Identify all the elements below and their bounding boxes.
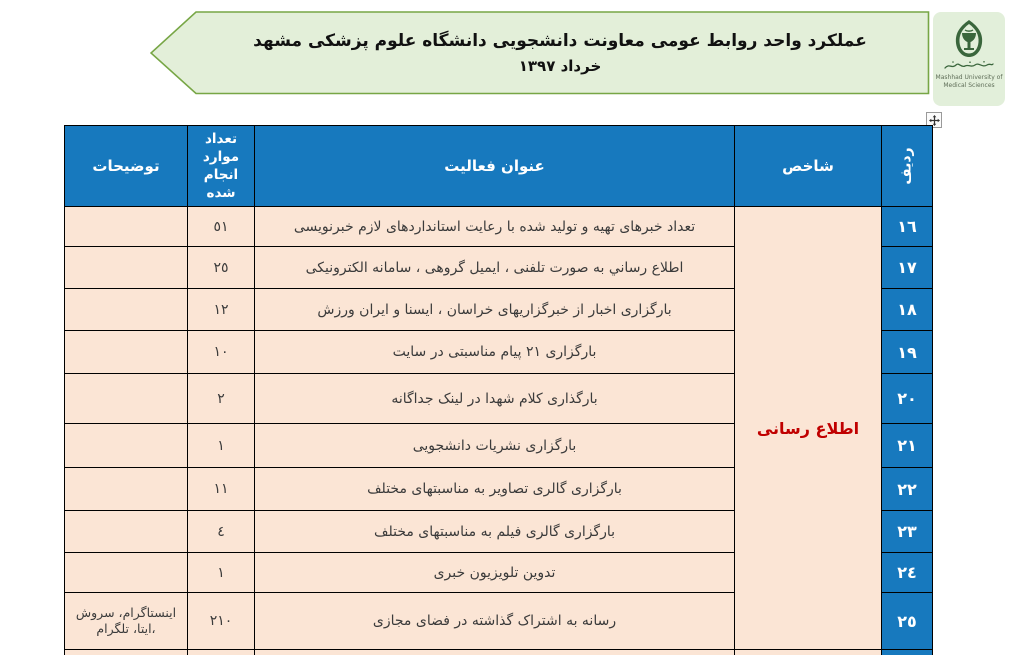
count-cell[interactable]: ٥١ <box>187 206 255 247</box>
title-banner-shape <box>150 11 930 95</box>
table-row-partial <box>64 649 933 655</box>
table-row: ١٨ بارگزاری اخبار از خبرگزاریهای خراسان … <box>64 288 933 331</box>
row-number-cell[interactable]: ٢٥ <box>881 592 933 650</box>
partial-row-cell[interactable] <box>64 649 188 655</box>
activity-cell[interactable]: رسانه به اشتراک گذاشته در فضای مجازی <box>254 592 735 650</box>
header-row: ردیف شاخص عنوان فعالیت تعداد موارد انجام… <box>64 125 933 207</box>
row-number-cell[interactable]: ١٨ <box>881 288 933 331</box>
row-number-cell[interactable]: ١٦ <box>881 206 933 247</box>
activity-cell[interactable]: اطلاع رساني به صورت تلفنی ، ایمیل گروهی … <box>254 246 735 289</box>
count-cell[interactable]: ١١ <box>187 467 255 511</box>
performance-table: ردیف شاخص عنوان فعالیت تعداد موارد انجام… <box>64 125 933 655</box>
activity-cell[interactable]: بارگذاری کلام شهدا در لینک جداگانه <box>254 373 735 424</box>
notes-cell[interactable] <box>64 330 188 374</box>
banner-subtitle: خرداد ١٣٩٧ <box>518 57 602 75</box>
row-number-cell[interactable]: ٢١ <box>881 423 933 468</box>
activity-cell[interactable]: بارگزاری نشریات دانشجویی <box>254 423 735 468</box>
table-row: ٢٥ رسانه به اشتراک گذاشته در فضای مجازی … <box>64 592 933 650</box>
row-number-cell[interactable]: ٢٢ <box>881 467 933 511</box>
activity-cell[interactable]: بارگزاری ٢١ پیام مناسبتی در سایت <box>254 330 735 374</box>
notes-cell[interactable] <box>64 510 188 553</box>
row-number-cell[interactable]: ٢٠ <box>881 373 933 424</box>
table-row: ١٧ اطلاع رساني به صورت تلفنی ، ایمیل گرو… <box>64 246 933 289</box>
table-row: ١٩ بارگزاری ٢١ پیام مناسبتی در سایت ١٠ <box>64 330 933 374</box>
logo-english-text: Mashhad University of Medical Sciences <box>935 74 1003 89</box>
row-number-cell[interactable]: ٢٣ <box>881 510 933 553</box>
banner-title: عملکرد واحد روابط عومی معاونت دانشجویی د… <box>253 31 867 51</box>
count-cell[interactable]: ١٢ <box>187 288 255 331</box>
count-cell[interactable]: ٢٥ <box>187 246 255 289</box>
table-row: ٢٠ بارگذاری کلام شهدا در لینک جداگانه ٢ <box>64 373 933 424</box>
notes-cell[interactable] <box>64 552 188 593</box>
column-header-notes[interactable]: توضیحات <box>64 125 188 207</box>
table-move-handle[interactable] <box>926 112 942 128</box>
notes-cell[interactable] <box>64 467 188 511</box>
persian-calligraphy-icon <box>944 61 994 69</box>
row-number-cell[interactable]: ١٧ <box>881 246 933 289</box>
indicator-cell[interactable]: اطلاع رسانی <box>734 206 882 650</box>
table-row: ٢٢ بارگزاری گالری تصاویر به مناسبتهای مخ… <box>64 467 933 511</box>
column-header-count[interactable]: تعداد موارد انجام شده <box>187 125 255 207</box>
notes-cell[interactable] <box>64 246 188 289</box>
table-move-handle-icon <box>928 114 940 126</box>
activity-cell[interactable]: بارگزاری گالری فیلم به مناسبتهای مختلف <box>254 510 735 553</box>
table-row: ٢١ بارگزاری نشریات دانشجویی ١ <box>64 423 933 468</box>
partial-row-cell[interactable] <box>734 649 882 655</box>
count-cell[interactable]: ٤ <box>187 510 255 553</box>
partial-row-cell[interactable] <box>254 649 735 655</box>
title-banner: عملکرد واحد روابط عومی معاونت دانشجویی د… <box>150 11 930 95</box>
count-cell[interactable]: ١ <box>187 552 255 593</box>
count-cell[interactable]: ١٠ <box>187 330 255 374</box>
row-number-cell[interactable]: ١٩ <box>881 330 933 374</box>
notes-cell[interactable] <box>64 206 188 247</box>
activity-cell[interactable]: تعداد خبرهای تهیه و تولید شده با رعایت ا… <box>254 206 735 247</box>
count-cell[interactable]: ١ <box>187 423 255 468</box>
university-logo: Mashhad University of Medical Sciences <box>933 12 1005 106</box>
column-header-radif[interactable]: ردیف <box>881 125 933 207</box>
activity-cell[interactable]: بارگزاری گالری تصاویر به مناسبتهای مختلف <box>254 467 735 511</box>
column-header-shakhes[interactable]: شاخص <box>734 125 882 207</box>
notes-cell[interactable] <box>64 373 188 424</box>
column-header-activity[interactable]: عنوان فعالیت <box>254 125 735 207</box>
notes-cell[interactable] <box>64 423 188 468</box>
partial-row-cell[interactable] <box>881 649 933 655</box>
notes-cell[interactable] <box>64 288 188 331</box>
partial-row-cell[interactable] <box>187 649 255 655</box>
table-row: ١٦ اطلاع رسانی تعداد خبرهای تهیه و تولید … <box>64 206 933 650</box>
university-emblem-icon <box>955 20 983 57</box>
row-number-cell[interactable]: ٢٤ <box>881 552 933 593</box>
table-row: ٢٤ تدوین تلویزیون خبری ١ <box>64 552 933 593</box>
activity-cell[interactable]: تدوین تلویزیون خبری <box>254 552 735 593</box>
activity-cell[interactable]: بارگزاری اخبار از خبرگزاریهای خراسان ، ا… <box>254 288 735 331</box>
count-cell[interactable]: ٢١٠ <box>187 592 255 650</box>
table-row: ٢٣ بارگزاری گالری فیلم به مناسبتهای مختل… <box>64 510 933 553</box>
notes-cell[interactable]: اینستاگرام، سروش ،ایتا، تلگرام <box>64 592 188 650</box>
count-cell[interactable]: ٢ <box>187 373 255 424</box>
